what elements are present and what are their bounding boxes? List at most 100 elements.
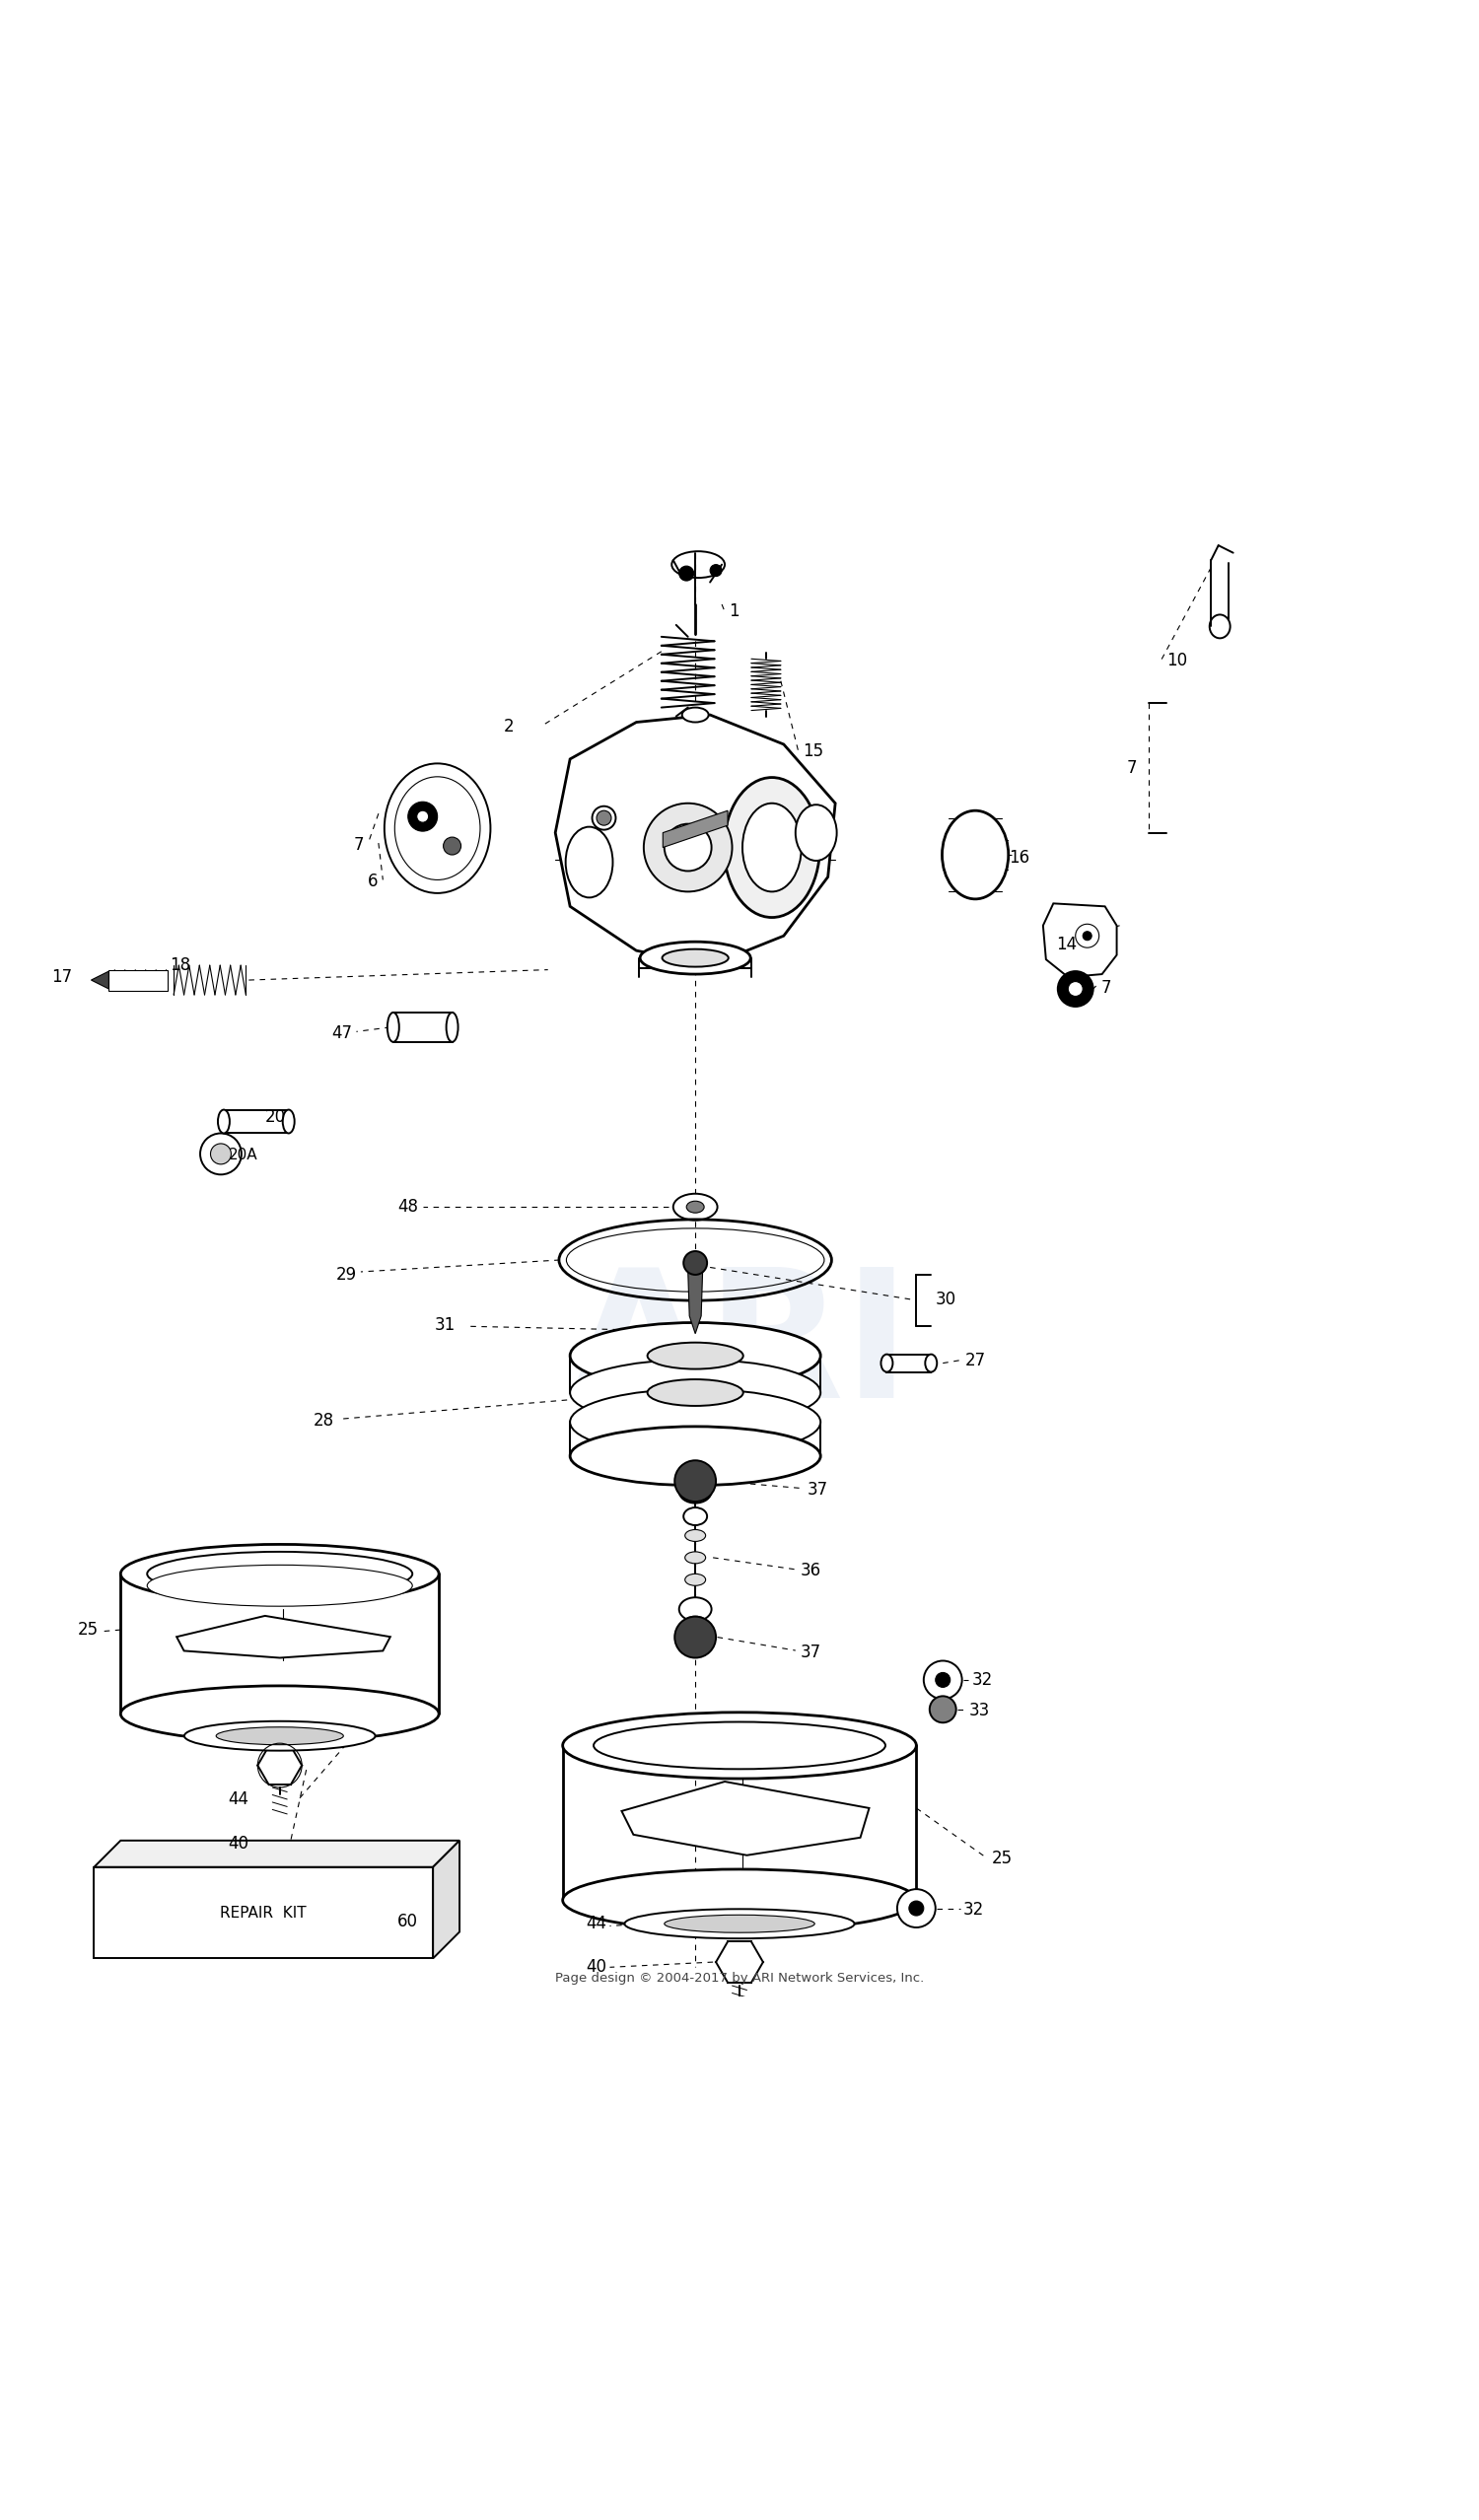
Ellipse shape [685, 1575, 705, 1585]
Ellipse shape [679, 1479, 711, 1502]
Ellipse shape [569, 1323, 821, 1389]
Ellipse shape [679, 1598, 711, 1620]
Ellipse shape [121, 1545, 439, 1603]
Circle shape [924, 1661, 961, 1698]
Circle shape [1075, 925, 1099, 948]
Text: 25: 25 [78, 1620, 99, 1638]
Text: 31: 31 [435, 1315, 456, 1333]
Text: 17: 17 [52, 968, 72, 985]
Polygon shape [176, 1615, 390, 1658]
Ellipse shape [682, 708, 708, 723]
Circle shape [1068, 980, 1083, 995]
Ellipse shape [217, 1109, 229, 1134]
Text: 29: 29 [336, 1265, 356, 1283]
Ellipse shape [592, 806, 615, 829]
Ellipse shape [664, 1915, 815, 1933]
Text: 7: 7 [353, 837, 364, 854]
Ellipse shape [569, 1426, 821, 1484]
Ellipse shape [683, 1507, 707, 1525]
Polygon shape [621, 1782, 870, 1855]
Ellipse shape [673, 1194, 717, 1220]
Text: 36: 36 [800, 1562, 821, 1580]
Text: 14: 14 [1056, 935, 1077, 953]
Ellipse shape [685, 1552, 705, 1562]
Ellipse shape [385, 764, 491, 892]
Polygon shape [688, 1270, 703, 1333]
Circle shape [408, 801, 438, 832]
Text: 25: 25 [991, 1850, 1012, 1867]
Ellipse shape [569, 1389, 821, 1454]
Polygon shape [433, 1840, 460, 1958]
Ellipse shape [387, 1013, 399, 1041]
Text: 37: 37 [800, 1643, 821, 1661]
Ellipse shape [725, 779, 819, 917]
Ellipse shape [796, 804, 837, 862]
Text: 20: 20 [265, 1109, 285, 1126]
Bar [887, 1353, 932, 1371]
Text: 40: 40 [586, 1958, 606, 1976]
Text: 28: 28 [314, 1411, 334, 1429]
Text: 2: 2 [504, 718, 515, 736]
Text: 44: 44 [586, 1915, 606, 1933]
Circle shape [910, 1900, 924, 1915]
Ellipse shape [683, 1615, 707, 1630]
Polygon shape [555, 716, 836, 965]
Circle shape [898, 1890, 936, 1928]
Circle shape [210, 1144, 231, 1164]
Ellipse shape [562, 1870, 917, 1930]
Circle shape [200, 1134, 241, 1174]
Circle shape [444, 837, 461, 854]
Text: 44: 44 [228, 1789, 248, 1809]
Circle shape [674, 1615, 716, 1658]
Text: 32: 32 [972, 1671, 994, 1688]
Ellipse shape [648, 1378, 742, 1406]
Ellipse shape [685, 1530, 705, 1542]
Polygon shape [95, 1840, 460, 1867]
Text: ARI: ARI [569, 1263, 910, 1436]
Ellipse shape [565, 827, 612, 897]
Ellipse shape [216, 1726, 343, 1744]
Ellipse shape [569, 1358, 821, 1426]
Text: Page design © 2004-2017 by ARI Network Services, Inc.: Page design © 2004-2017 by ARI Network S… [555, 1973, 924, 1986]
Text: 20A: 20A [228, 1149, 257, 1162]
Circle shape [674, 1462, 716, 1502]
Ellipse shape [146, 1565, 413, 1605]
Ellipse shape [593, 1721, 886, 1769]
Ellipse shape [643, 804, 732, 892]
Bar [393, 1013, 453, 1041]
Text: 16: 16 [1009, 849, 1029, 867]
Text: 18: 18 [169, 958, 191, 975]
Bar [109, 970, 167, 990]
Bar [95, 1867, 433, 1958]
Text: 30: 30 [936, 1290, 957, 1308]
Circle shape [710, 564, 722, 577]
Ellipse shape [146, 1552, 413, 1595]
Text: 48: 48 [398, 1197, 419, 1215]
Text: 32: 32 [963, 1900, 985, 1918]
Ellipse shape [640, 942, 750, 975]
Ellipse shape [664, 824, 711, 872]
Circle shape [417, 811, 429, 822]
Text: 37: 37 [808, 1482, 828, 1499]
Polygon shape [92, 970, 109, 988]
Text: 6: 6 [368, 872, 379, 890]
Ellipse shape [447, 1013, 458, 1041]
Circle shape [1083, 932, 1092, 940]
Circle shape [930, 1696, 955, 1724]
Text: 7: 7 [1100, 978, 1111, 995]
Ellipse shape [648, 1343, 742, 1368]
Circle shape [679, 567, 694, 580]
Text: 40: 40 [228, 1835, 248, 1852]
Ellipse shape [185, 1721, 376, 1751]
Text: 60: 60 [398, 1913, 419, 1930]
Polygon shape [663, 811, 728, 847]
Ellipse shape [926, 1353, 938, 1371]
Ellipse shape [742, 804, 802, 892]
Ellipse shape [121, 1686, 439, 1741]
Ellipse shape [942, 811, 1009, 900]
Circle shape [1057, 970, 1093, 1005]
Bar [223, 1109, 288, 1134]
Circle shape [596, 811, 611, 827]
Ellipse shape [686, 1202, 704, 1212]
Ellipse shape [282, 1109, 294, 1134]
